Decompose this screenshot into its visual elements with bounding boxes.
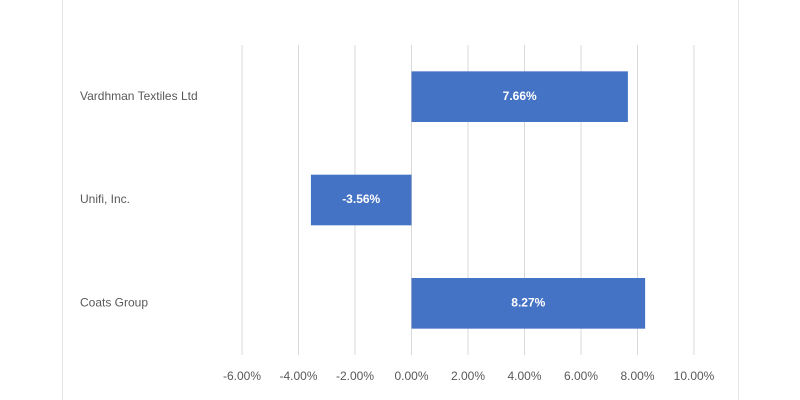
x-tick-label: -6.00% <box>223 369 261 383</box>
bar <box>411 278 646 329</box>
y-tick-label: Coats Group <box>80 296 148 310</box>
data-label: 8.27% <box>511 296 545 310</box>
x-tick-label: 2.00% <box>451 369 485 383</box>
x-tick-label: 8.00% <box>620 369 654 383</box>
x-tick-label: 0.00% <box>394 369 428 383</box>
y-tick-label: Vardhman Textiles Ltd <box>80 89 198 103</box>
x-tick-label: 4.00% <box>507 369 541 383</box>
bar <box>411 71 628 122</box>
x-tick-label: 10.00% <box>674 369 715 383</box>
bar <box>310 174 412 226</box>
x-tick-label: 6.00% <box>564 369 598 383</box>
data-label: -3.56% <box>342 192 380 206</box>
x-tick-label: -2.00% <box>336 369 374 383</box>
y-tick-label: Unifi, Inc. <box>80 192 130 206</box>
data-label: 7.66% <box>503 89 537 103</box>
x-tick-label: -4.00% <box>279 369 317 383</box>
